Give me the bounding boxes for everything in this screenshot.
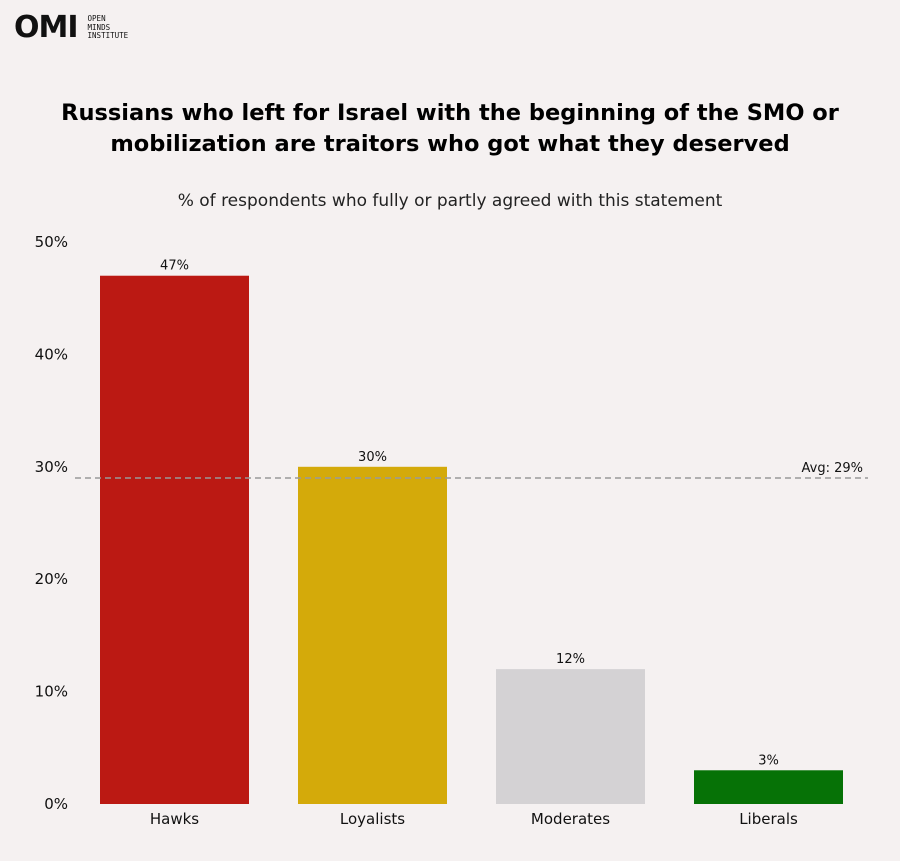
x-axis: Hawks Loyalists Moderates Liberals: [150, 810, 798, 828]
x-tick-label: Liberals: [739, 810, 798, 828]
data-label: 12%: [556, 652, 585, 667]
y-axis: 0% 10% 20% 30% 40% 50%: [35, 233, 68, 813]
data-label: 30%: [358, 450, 387, 465]
average-line-group: Avg: 29%: [75, 461, 868, 479]
logo-mark: OMI: [14, 10, 79, 45]
average-label: Avg: 29%: [802, 461, 863, 476]
logo-wordmark: OPEN MINDS INSTITUTE: [88, 15, 129, 41]
chart-subtitle: % of respondents who fully or partly agr…: [177, 191, 723, 211]
omi-logo: OMI OPEN MINDS INSTITUTE: [14, 12, 128, 44]
chart-title: Russians who left for Israel with the be…: [30, 98, 870, 160]
data-label: 3%: [758, 753, 779, 768]
x-tick-label: Loyalists: [340, 810, 405, 828]
bar-loyalists: [298, 466, 447, 804]
logo-wordmark-line: OPEN: [87, 14, 106, 24]
logo-wordmark-line: INSTITUTE: [87, 31, 129, 41]
bar-hawks: [100, 275, 249, 805]
y-tick-label: 20%: [35, 570, 68, 588]
y-tick-label: 50%: [35, 233, 68, 251]
bars: 47% 30% 12% 3%: [100, 259, 843, 805]
y-tick-label: 40%: [35, 345, 68, 363]
bar-moderates: [496, 669, 645, 804]
y-tick-label: 30%: [35, 458, 68, 476]
chart-title-line: mobilization are traitors who got what t…: [110, 131, 790, 157]
data-label: 47%: [160, 259, 189, 274]
bar-liberals: [694, 770, 843, 804]
logo-wordmark-line: MINDS: [87, 22, 111, 32]
x-tick-label: Moderates: [531, 810, 610, 828]
y-tick-label: 10%: [35, 683, 68, 701]
y-tick-label: 0%: [44, 795, 68, 813]
chart-title-line: Russians who left for Israel with the be…: [61, 100, 839, 126]
x-tick-label: Hawks: [150, 810, 199, 828]
